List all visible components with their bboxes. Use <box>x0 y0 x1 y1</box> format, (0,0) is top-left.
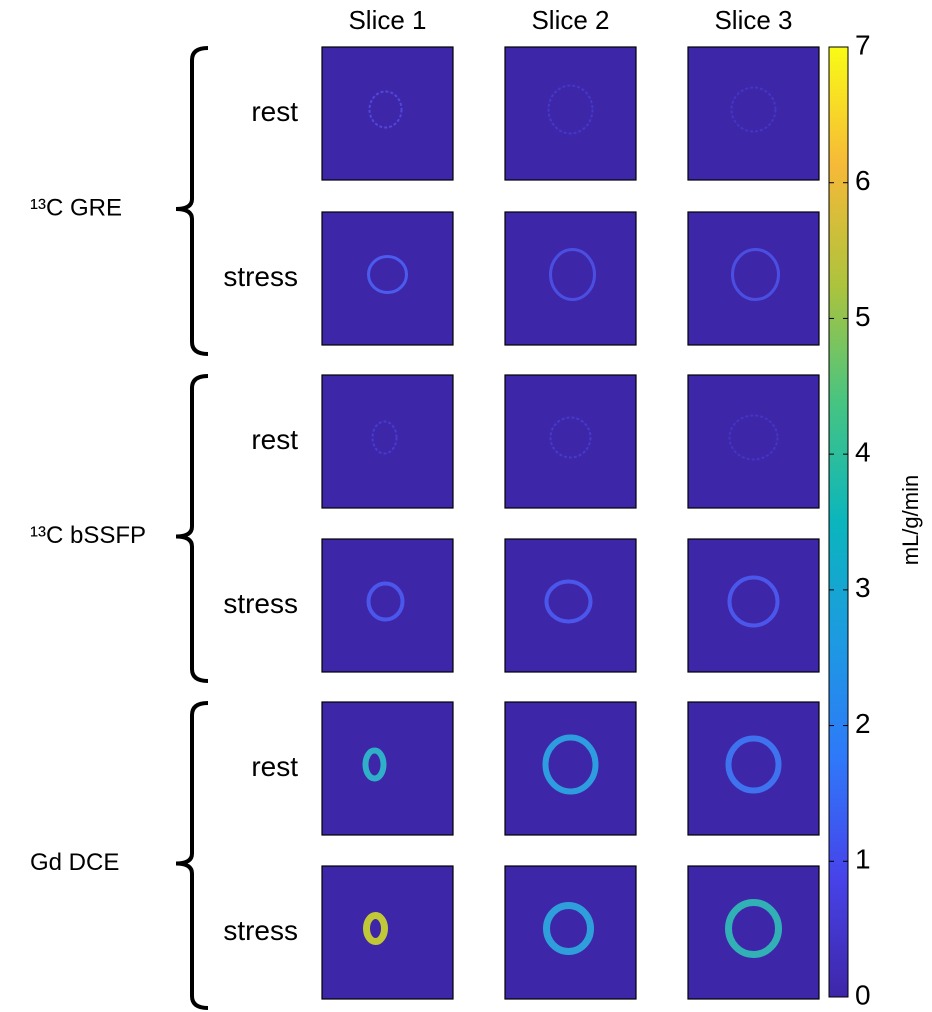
myocardium-ring <box>367 255 408 294</box>
group-label: Gd DCE <box>30 849 119 876</box>
map-panel <box>687 374 820 509</box>
brace <box>175 701 209 1010</box>
map-panel <box>687 538 820 673</box>
myocardium-ring <box>547 84 594 135</box>
myocardium-ring <box>368 90 403 129</box>
map-panel <box>504 701 637 836</box>
map-panel <box>321 374 454 509</box>
colorbar <box>828 46 849 998</box>
map-panel <box>687 701 820 836</box>
map-panel <box>504 46 637 181</box>
myocardium-ring <box>727 575 780 628</box>
colorbar-tick-label: 3 <box>855 572 871 603</box>
column-title: Slice 2 <box>531 5 609 35</box>
myocardium-ring <box>371 420 398 455</box>
colorbar-tick-label: 7 <box>855 29 871 60</box>
myocardium-ring <box>544 579 593 624</box>
row-label: stress <box>223 588 298 619</box>
map-panel <box>687 865 820 1000</box>
map-panel <box>321 46 454 181</box>
group-label: ¹³C bSSFP <box>30 522 146 549</box>
map-panel <box>321 701 454 836</box>
column-title: Slice 1 <box>348 5 426 35</box>
myocardium-ring <box>728 414 779 461</box>
map-panel <box>504 211 637 346</box>
row-label: stress <box>223 261 298 292</box>
colorbar-tick-label: 4 <box>855 437 871 468</box>
map-panel <box>321 538 454 673</box>
row-label: stress <box>223 915 298 946</box>
colorbar-tick-label: 2 <box>855 708 871 739</box>
myocardium-ring <box>549 416 592 459</box>
myocardium-ring <box>362 747 387 782</box>
map-panel <box>504 374 637 509</box>
myocardium-ring <box>730 86 777 133</box>
row-label: rest <box>251 751 298 782</box>
myocardium-ring <box>366 581 405 622</box>
myocardium-ring <box>725 735 782 794</box>
map-panel <box>504 538 637 673</box>
colorbar-tick-label: 0 <box>855 979 871 1010</box>
map-panel <box>321 211 454 346</box>
myocardium-ring <box>542 734 599 795</box>
column-title: Slice 3 <box>714 5 792 35</box>
brace <box>175 374 209 683</box>
myocardium-ring <box>543 902 594 955</box>
myocardium-ring <box>363 912 388 945</box>
myocardium-ring <box>549 248 596 301</box>
colorbar-label: mL/g/min <box>898 475 923 565</box>
colorbar-tick-label: 6 <box>855 165 871 196</box>
myocardium-ring <box>731 248 780 301</box>
map-panel <box>504 865 637 1000</box>
colorbar-tick-label: 5 <box>855 301 871 332</box>
brace <box>175 46 209 356</box>
row-label: rest <box>251 424 298 455</box>
myocardium-ring <box>725 899 782 958</box>
map-panel <box>687 211 820 346</box>
row-label: rest <box>251 96 298 127</box>
group-label: ¹³C GRE <box>30 194 122 221</box>
map-panel <box>687 46 820 181</box>
colorbar-tick-label: 1 <box>855 844 871 875</box>
